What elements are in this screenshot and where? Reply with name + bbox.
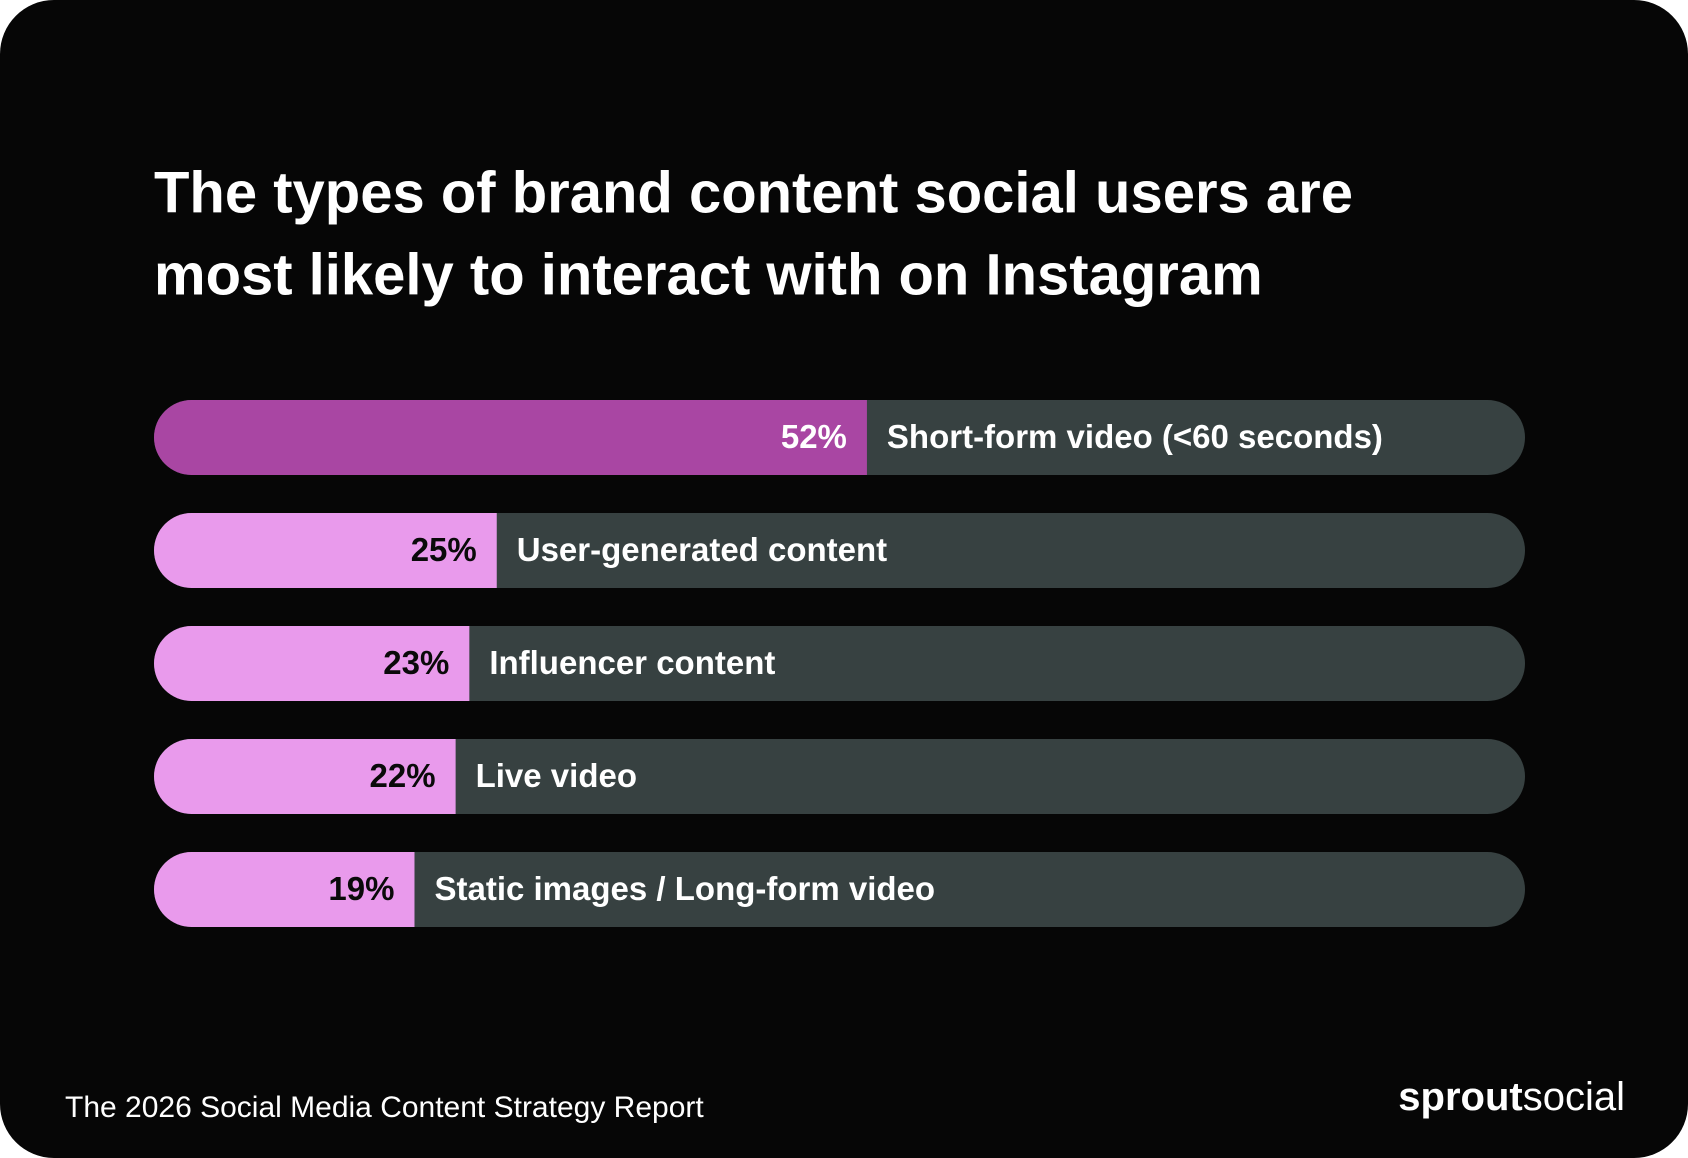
- logo-part: sprout: [1398, 1075, 1522, 1119]
- logo-part: social: [1523, 1075, 1625, 1119]
- value-label: 25%: [411, 531, 477, 568]
- bar: [154, 852, 415, 927]
- category-label: Short-form video (<60 seconds): [887, 418, 1383, 455]
- bar: [154, 513, 497, 588]
- value-label: 23%: [383, 644, 449, 681]
- bar-row: [154, 739, 1525, 814]
- category-label: Static images / Long-form video: [434, 870, 935, 907]
- bar-row: [154, 852, 1525, 927]
- bar: [154, 400, 867, 475]
- chart-title: most likely to interact with on Instagra…: [154, 242, 1263, 307]
- logo: sproutsocial: [1398, 1075, 1625, 1119]
- chart-title: The types of brand content social users …: [154, 160, 1353, 225]
- value-label: 22%: [370, 757, 436, 794]
- value-label: 19%: [328, 870, 394, 907]
- bar: [154, 626, 470, 701]
- bar-row: [154, 513, 1525, 588]
- value-label: 52%: [781, 418, 847, 455]
- bar-row: [154, 400, 1525, 475]
- bar: [154, 739, 456, 814]
- bar-row: [154, 626, 1525, 701]
- category-label: Live video: [476, 757, 637, 794]
- category-label: Influencer content: [489, 644, 775, 681]
- footer-text: The 2026 Social Media Content Strategy R…: [65, 1091, 704, 1124]
- category-label: User-generated content: [517, 531, 887, 568]
